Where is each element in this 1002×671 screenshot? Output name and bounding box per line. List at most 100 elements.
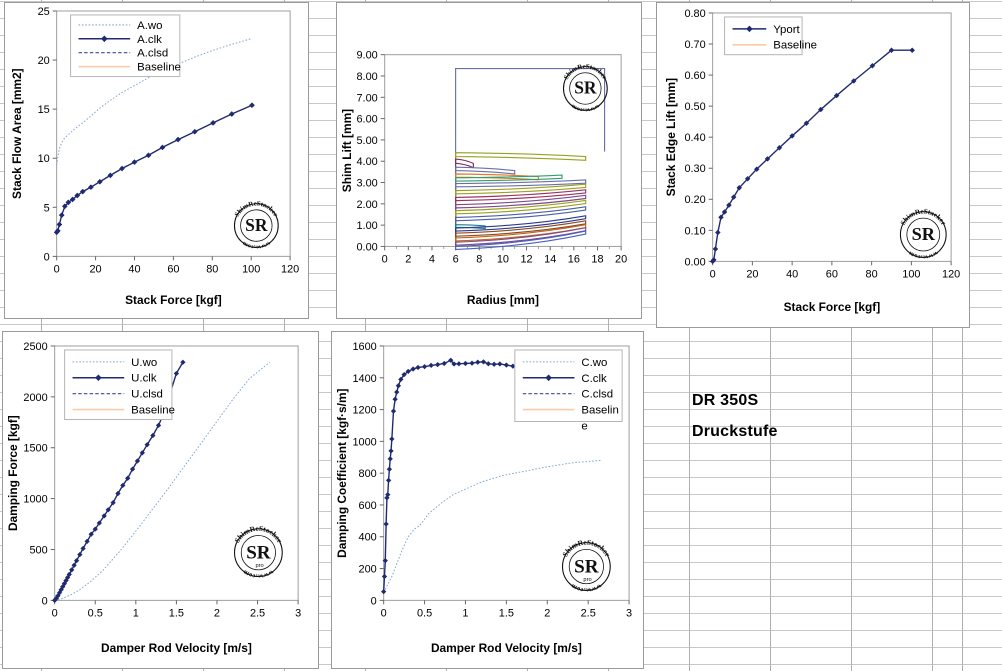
stack-flow-area-plot: 0 20 40 60 80 100 120 0 5 10 15 20 25 Stack Force [kg… [10,6,299,307]
svg-text:120: 120 [942,268,960,280]
svg-text:3.00: 3.00 [356,177,377,189]
plot-area [384,54,622,247]
svg-text:7.00: 7.00 [356,92,377,104]
svg-text:0.60: 0.60 [684,70,705,82]
svg-text:0: 0 [710,268,716,280]
shim-outline [455,189,587,202]
legend-label: C.clsd [581,389,613,401]
shim-outline [455,220,587,237]
svg-text:20: 20 [615,253,627,265]
svg-text:5.00: 5.00 [356,135,377,147]
series-markers-Yport [709,47,915,265]
svg-text:2.5: 2.5 [581,607,596,619]
legend-label: e [581,420,587,432]
shim-outline [455,230,587,251]
svg-text:0.10: 0.10 [684,225,705,237]
legend-label: Yport [773,24,800,36]
svg-text:0.20: 0.20 [684,194,705,206]
shim-stack-profile-plot: 0 2 4 6 8 10 12 14 16 18 20 0.00 1.00 2.00 3.00 4.00 5.0… [340,50,627,307]
y-axis-label: Stack Edge Lift [mm] [664,78,678,196]
svg-text:18: 18 [591,253,603,265]
svg-text:pro: pro [583,577,591,583]
legend-label: Baseline [137,62,181,74]
svg-text:400: 400 [359,532,377,544]
svg-text:600: 600 [359,500,377,512]
svg-text:10: 10 [497,253,509,265]
series-markers-A.clk [53,102,255,236]
chart-legend[interactable]: A.wo A.clk A.clsd Baseline [70,14,181,78]
svg-text:www..com: www..com [571,103,600,113]
svg-text:2.00: 2.00 [356,199,377,211]
chart-panel-stack-edge-lift[interactable]: 0 20 40 60 80 100 120 0.00 0.10 0.20 0.30 0.40 0.50 0… [656,2,970,328]
svg-text:0.70: 0.70 [684,39,705,51]
svg-text:120: 120 [281,263,299,275]
legend-label: Baseline [773,40,817,52]
svg-text:15: 15 [38,104,50,116]
svg-text:0.5: 0.5 [88,607,103,619]
svg-text:0.80: 0.80 [684,8,705,20]
svg-text:1500: 1500 [23,443,47,455]
chart-legend[interactable]: U.wo U.clk U.clsd Baseline [64,349,175,421]
svg-text:100: 100 [242,263,260,275]
chart-legend[interactable]: Yport Baseline [724,16,817,56]
svg-text:16: 16 [568,253,580,265]
series-markers-U.clk [51,359,186,604]
shim-outline [455,183,587,195]
series-line-A.wo [56,37,253,166]
legend-label: U.clk [131,373,157,385]
x-axis-label: Stack Force [kgf] [784,300,881,314]
legend-label: A.clsd [137,48,168,60]
svg-text:3: 3 [626,607,632,619]
svg-text:40: 40 [128,263,140,275]
chart-panel-damping-coefficient[interactable]: 0 0.5 1 1.5 2 2.5 3 0 200 400 600 800 1000 1200 1400 16… [331,331,644,669]
svg-text:20: 20 [38,55,50,67]
shim-outline [455,215,587,232]
legend-label: C.wo [581,357,607,369]
svg-text:www..com: www..com [242,240,271,250]
svg-text:1: 1 [133,607,139,619]
shim-outline [455,199,587,215]
svg-text:9.00: 9.00 [356,50,377,62]
svg-text:40: 40 [786,268,798,280]
svg-text:4: 4 [429,253,435,265]
svg-text:8: 8 [476,253,482,265]
annotation-line-1: DR 350S [692,392,759,409]
x-axis-label: Damper Rod Velocity [m/s] [101,641,252,655]
svg-text:25: 25 [38,6,50,18]
svg-text:5: 5 [44,202,50,214]
svg-text:800: 800 [359,468,377,480]
svg-text:8.00: 8.00 [356,71,377,83]
svg-text:1000: 1000 [23,494,47,506]
svg-text:60: 60 [167,263,179,275]
svg-text:0: 0 [381,607,387,619]
svg-text:www..com: www..com [242,568,275,580]
svg-text:0: 0 [44,251,50,263]
damping-force-plot: 0 0.5 1 1.5 2 2.5 3 0 500 1000 1500 2000 2500 Damper … [6,341,301,655]
chart-panel-shim-stack-profile[interactable]: 0 2 4 6 8 10 12 14 16 18 20 0.00 1.00 2.00 3.00 4.00 5.0… [336,2,642,319]
svg-text:0: 0 [382,253,388,265]
series-line-C.wo [383,459,601,593]
legend-label: Baselin [581,405,618,417]
svg-text:2000: 2000 [23,392,47,404]
svg-text:0: 0 [42,595,48,607]
legend-label: Baseline [131,405,175,417]
svg-text:1.5: 1.5 [169,607,184,619]
svg-text:1400: 1400 [352,373,376,385]
chart-legend[interactable]: C.wo C.clk C.clsd Baselin e [514,349,623,432]
shim-outline [455,194,587,209]
svg-text:0.40: 0.40 [684,132,705,144]
chart-panel-damping-force[interactable]: 0 0.5 1 1.5 2 2.5 3 0 500 1000 1500 2000 2500 Damper … [2,331,319,669]
shim-outline [455,174,563,182]
svg-text:60: 60 [826,268,838,280]
svg-text:2.5: 2.5 [250,607,265,619]
svg-text:0.30: 0.30 [684,163,705,175]
svg-text:20: 20 [746,268,758,280]
series-line-U.wo [54,361,271,601]
svg-text:6: 6 [453,253,459,265]
svg-text:4.00: 4.00 [356,156,377,168]
svg-text:100: 100 [902,268,920,280]
shim-outline [455,206,587,222]
chart-panel-stack-flow-area[interactable]: 0 20 40 60 80 100 120 0 5 10 15 20 25 Stack Force [kg… [4,2,309,319]
x-axis-label: Damper Rod Velocity [m/s] [431,641,582,655]
svg-text:1: 1 [462,607,468,619]
